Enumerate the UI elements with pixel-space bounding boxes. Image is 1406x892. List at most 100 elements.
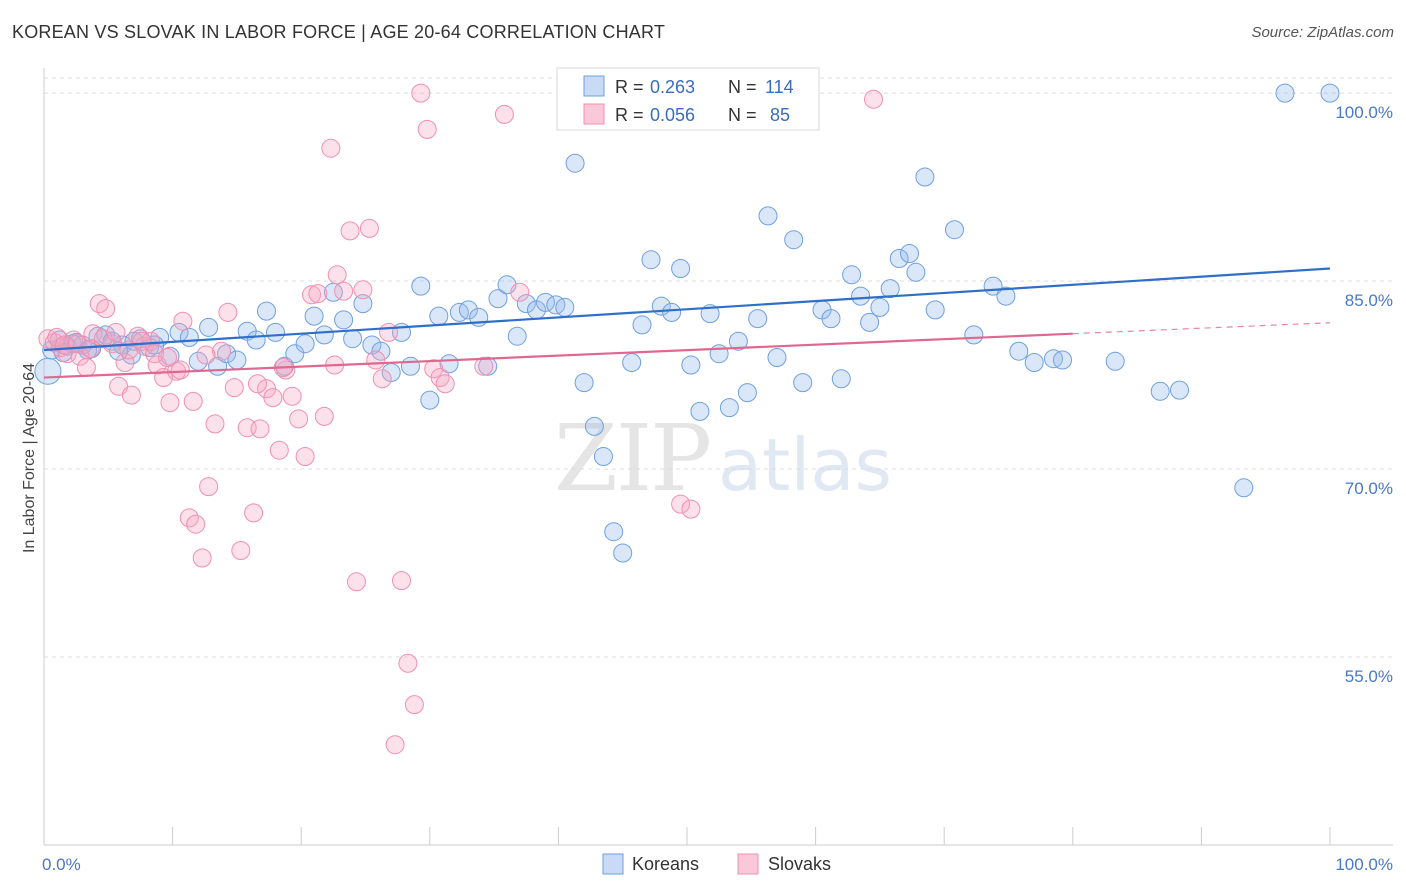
korean-point: [925, 300, 945, 320]
slovak-point: [404, 695, 424, 715]
korean-point: [767, 348, 787, 367]
korean-point: [593, 447, 613, 466]
slovak-point: [864, 89, 883, 109]
korean-point: [964, 325, 984, 345]
slovak-point: [199, 477, 219, 497]
y-tick-label: 100.0%: [1335, 103, 1393, 122]
slovak-point: [132, 331, 152, 351]
korean-point: [821, 309, 841, 329]
korean-point: [429, 306, 449, 326]
slovak-point: [160, 393, 180, 413]
korean-point: [906, 262, 926, 282]
legend-label-slovaks: Slovaks: [768, 854, 831, 874]
trend-line-slovaks: [43, 332, 1073, 379]
korean-point: [179, 327, 199, 347]
korean-point: [199, 317, 219, 337]
slovak-point: [474, 356, 494, 376]
korean-point: [124, 331, 144, 351]
korean-point: [889, 249, 909, 268]
slovak-point: [494, 104, 514, 124]
slovak-point: [385, 735, 405, 755]
korean-point: [34, 357, 62, 385]
korean-point: [1170, 380, 1189, 400]
korean-point: [458, 300, 478, 320]
korean-point: [737, 383, 757, 403]
korean-point: [671, 259, 691, 278]
korean-point: [304, 306, 324, 326]
source-label: Source: ZipAtlas.com: [1251, 24, 1394, 41]
watermark: ZIP atlas: [554, 405, 892, 512]
slovak-point: [121, 385, 141, 405]
korean-point: [478, 356, 498, 376]
slovak-point: [102, 334, 122, 354]
slovak-point: [106, 322, 126, 342]
slovak-point: [398, 653, 418, 673]
slovak-point: [145, 344, 165, 364]
chart-title: KOREAN VS SLOVAK IN LABOR FORCE | AGE 20…: [12, 22, 666, 42]
korean-point: [516, 294, 536, 314]
korean-point: [860, 312, 880, 332]
korean-point: [1105, 351, 1125, 371]
y-axis-label: In Labor Force | Age 20-64: [21, 363, 38, 553]
stats-n-label-koreans: N =: [728, 77, 757, 97]
slovak-point: [347, 572, 366, 592]
slovak-point: [282, 386, 302, 406]
slovak-point: [353, 280, 373, 300]
grid-lines: [44, 77, 1393, 658]
stats-r-label-koreans: R =: [615, 77, 644, 97]
korean-point: [851, 286, 871, 306]
korean-point: [748, 309, 768, 329]
korean-point: [565, 153, 585, 173]
korean-point: [900, 244, 919, 263]
slovak-point: [510, 282, 530, 302]
korean-point: [584, 416, 604, 436]
slovak-point: [295, 447, 315, 466]
korean-point: [343, 329, 363, 349]
stats-r-label-slovaks: R =: [615, 105, 644, 125]
stats-n-value-slovaks: 85: [770, 105, 790, 125]
korean-point: [728, 331, 748, 351]
slovak-point: [186, 514, 206, 534]
slovak-point: [269, 440, 289, 460]
korean-point: [555, 297, 575, 317]
trend-line-extension: [1072, 322, 1331, 335]
legend-label-koreans: Koreans: [632, 854, 699, 874]
korean-point: [1024, 353, 1044, 372]
korean-point: [793, 373, 813, 393]
y-tick-label: 70.0%: [1345, 479, 1393, 498]
watermark-zip: ZIP: [554, 405, 710, 512]
korean-point: [1234, 478, 1254, 498]
korean-point: [945, 220, 964, 240]
slovak-point: [379, 322, 399, 342]
stats-legend: R = 0.263 N = 114 R = 0.056 N = 85: [556, 67, 820, 131]
slovak-point: [411, 83, 431, 103]
slovak-point: [430, 368, 450, 387]
slovak-point: [170, 360, 190, 380]
y-axis-tick-labels: 55.0% 70.0% 85.0% 100.0%: [1335, 103, 1393, 686]
korean-point: [246, 330, 266, 350]
korean-point: [411, 276, 431, 296]
korean-point: [915, 167, 935, 187]
slovak-point: [173, 311, 193, 331]
slovak-point: [671, 494, 691, 514]
slovak-point: [340, 221, 360, 241]
korean-point: [1150, 381, 1170, 401]
trend-line-koreans: [43, 267, 1331, 352]
korean-point: [831, 369, 851, 389]
legend-swatch-koreans: [602, 853, 624, 875]
slovak-point: [224, 378, 244, 398]
x-tick-label-min: 0.0%: [42, 855, 81, 874]
korean-point: [1275, 83, 1295, 103]
series-koreans-points: [34, 83, 1340, 563]
korean-point: [334, 310, 354, 330]
slovak-point: [308, 284, 328, 304]
slovak-point: [158, 348, 177, 367]
korean-point: [257, 301, 276, 321]
y-tick-label: 85.0%: [1345, 291, 1393, 310]
korean-point: [758, 206, 778, 226]
korean-point: [285, 344, 305, 364]
stats-swatch-slovaks: [583, 103, 605, 125]
korean-point: [507, 326, 527, 346]
korean-point: [604, 522, 624, 542]
